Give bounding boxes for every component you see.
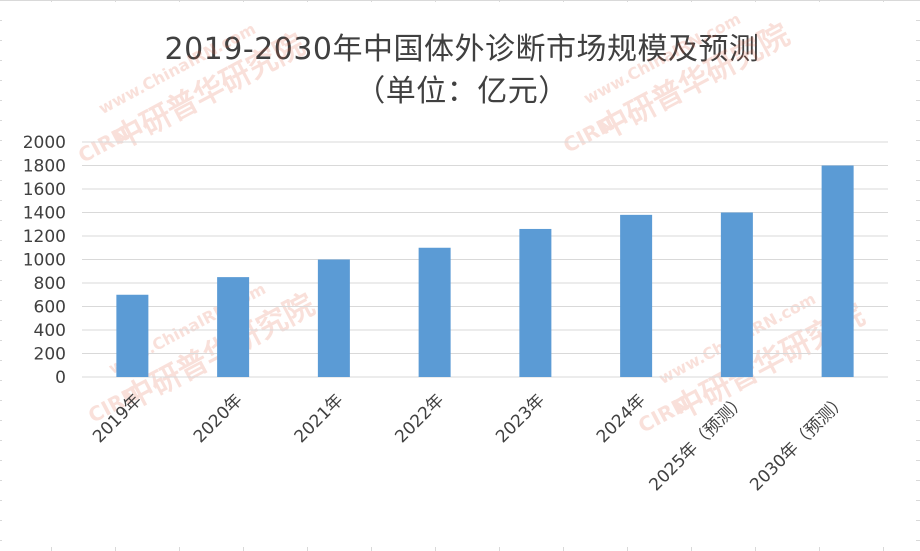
y-tick-label: 1600 [23,180,66,200]
bar [720,212,753,377]
y-tick-label: 600 [34,298,66,318]
x-tick-label: 2020年 [190,390,247,447]
x-tick-label: 2030年（预测） [746,390,851,495]
y-tick-label: 0 [55,368,66,388]
chart-title: 2019-2030年中国体外诊断市场规模及预测 [164,32,760,67]
x-tick-label: 2024年 [593,390,650,447]
bar [217,277,250,377]
y-tick-label: 1400 [23,204,66,224]
bar [620,214,653,377]
bar [317,259,350,377]
y-tick-label: 1800 [23,157,66,177]
bar [821,165,854,377]
bar [418,247,451,377]
bar [116,294,149,377]
y-tick-label: 400 [34,321,66,341]
x-tick-label: 2023年 [492,390,549,447]
y-tick-label: 1200 [23,227,66,247]
y-tick-label: 1000 [23,251,66,271]
bar [519,228,552,377]
x-tick-label: 2021年 [291,390,348,447]
x-tick-label: 2025年（预测） [646,390,751,495]
y-tick-label: 800 [34,274,66,294]
chart-subtitle: （单位：亿元） [355,74,569,109]
y-tick-label: 200 [34,345,66,365]
x-tick-label: 2022年 [391,390,448,447]
x-tick-label: 2019年 [89,390,146,447]
y-tick-label: 2000 [23,133,66,153]
